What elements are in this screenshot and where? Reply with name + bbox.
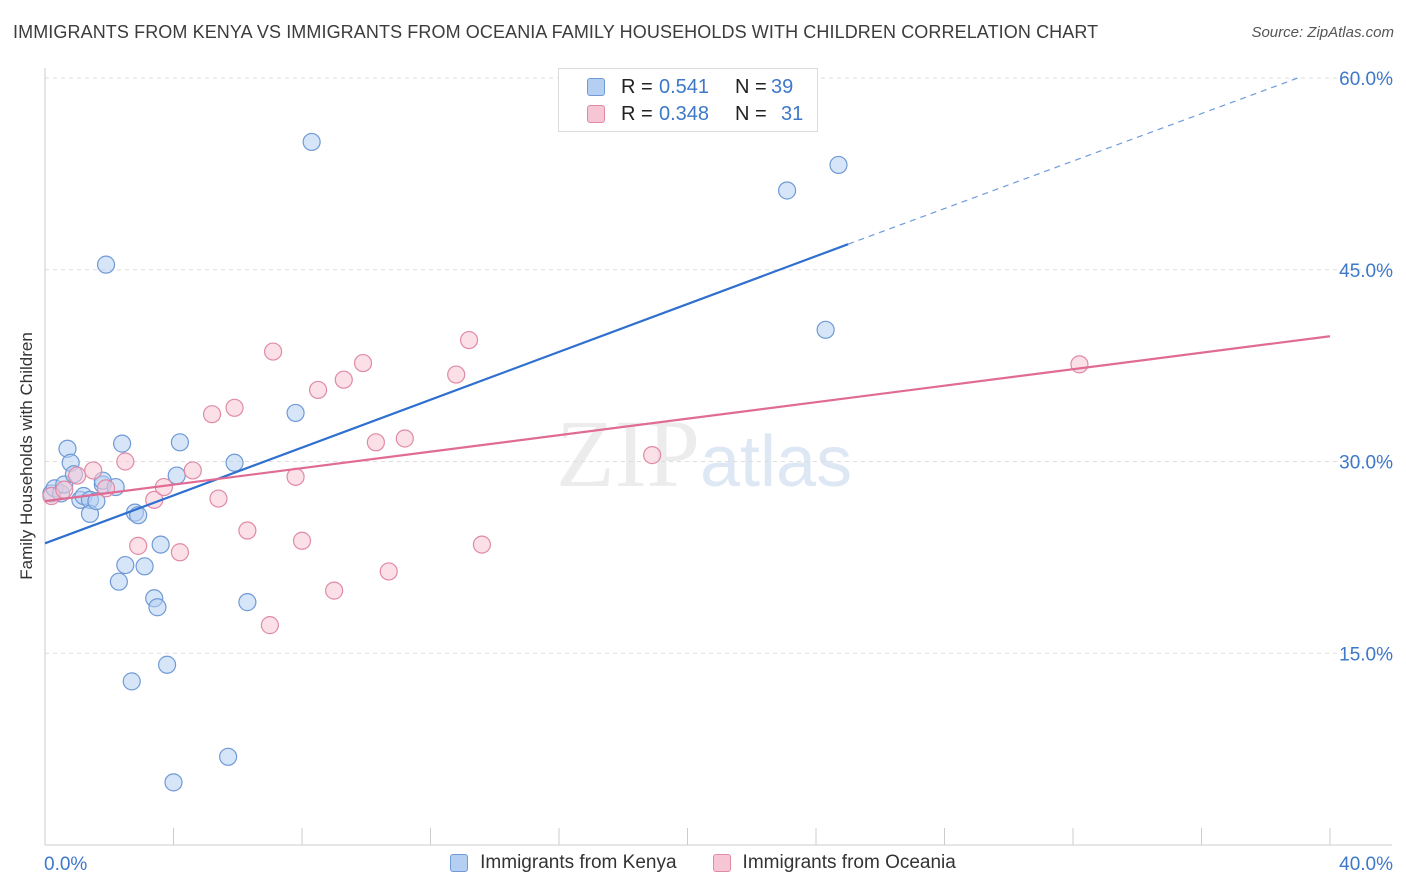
- x-tick-label-min: 0.0%: [44, 854, 87, 875]
- oceania-trend-line: [44, 335, 1331, 503]
- y-tick-label: 30.0%: [1339, 453, 1393, 474]
- oceania-point: [225, 398, 244, 417]
- legend-item-kenya: Immigrants from Kenya: [450, 852, 677, 874]
- kenya-point: [87, 492, 106, 511]
- legend-item-oceania: Immigrants from Oceania: [712, 852, 956, 874]
- kenya-point: [109, 572, 128, 591]
- oceania-point: [260, 616, 279, 635]
- kenya-point: [157, 655, 177, 674]
- data-points: [42, 132, 1089, 792]
- oceania-point: [68, 466, 87, 485]
- kenya-swatch: [587, 78, 605, 96]
- oceania-point: [209, 489, 228, 508]
- kenya-point: [302, 132, 321, 152]
- x-tick-label-max: 40.0%: [1339, 854, 1393, 875]
- oceania-point: [643, 446, 662, 465]
- oceania-point: [238, 521, 257, 540]
- oceania-point: [459, 330, 479, 350]
- kenya-point: [164, 773, 183, 792]
- legend-label-kenya: Immigrants from Kenya: [480, 852, 677, 873]
- kenya-trend-extension: [847, 77, 1299, 245]
- kenya-point: [219, 747, 238, 766]
- oceania-point: [395, 429, 414, 448]
- kenya-n-label: N =: [735, 75, 767, 98]
- oceania-point: [334, 370, 353, 389]
- oceania-point: [353, 353, 373, 373]
- legend-swatch-oceania: [712, 854, 731, 872]
- oceania-point: [116, 452, 135, 471]
- trend-lines: [44, 77, 1331, 545]
- kenya-point: [135, 557, 154, 576]
- gridlines: [45, 77, 1392, 654]
- legend-row-kenya: R = 0.541 N = 39: [587, 75, 793, 99]
- kenya-point: [829, 155, 848, 175]
- kenya-point: [170, 433, 190, 452]
- kenya-point: [225, 453, 244, 472]
- oceania-point: [55, 480, 74, 499]
- oceania-point: [202, 405, 222, 424]
- tick-labels: 15.0% 30.0% 45.0% 60.0% 0.0% 40.0%: [44, 69, 1393, 875]
- oceania-point: [379, 562, 398, 581]
- y-tick-label: 45.0%: [1339, 261, 1393, 282]
- kenya-point: [151, 535, 170, 554]
- oceania-point: [447, 365, 466, 384]
- source-label: Source: ZipAtlas.com: [1251, 24, 1394, 41]
- legend-label-oceania: Immigrants from Oceania: [742, 852, 956, 873]
- oceania-point: [129, 536, 148, 555]
- oceania-point: [1070, 355, 1089, 374]
- axes: [44, 68, 1392, 846]
- series-legend: Immigrants from Kenya Immigrants from Oc…: [0, 852, 1406, 874]
- zipatlas-watermark: ZIPatlas: [556, 398, 852, 509]
- y-tick-label: 60.0%: [1339, 69, 1393, 90]
- y-tick-label: 15.0%: [1339, 644, 1393, 665]
- kenya-point: [112, 434, 132, 453]
- oceania-point: [366, 433, 385, 452]
- oceania-r-label: R =: [621, 102, 653, 125]
- oceania-point: [472, 535, 491, 554]
- stats-legend: R = 0.541 N = 39 R = 0.348 N = 31: [558, 68, 818, 132]
- kenya-r-value: 0.541: [659, 75, 710, 98]
- kenya-trend-line: [44, 243, 849, 545]
- oceania-point: [183, 461, 202, 480]
- oceania-point: [325, 581, 344, 600]
- oceania-n-value: 31: [781, 102, 804, 125]
- legend-row-oceania: R = 0.348 N = 31: [587, 102, 803, 126]
- kenya-n-value: 39: [771, 75, 794, 98]
- oceania-point: [170, 543, 190, 562]
- kenya-point: [116, 555, 135, 575]
- kenya-point: [122, 672, 141, 691]
- kenya-point: [96, 255, 116, 274]
- kenya-point: [816, 320, 835, 339]
- oceania-point: [286, 467, 305, 486]
- oceania-r-value: 0.348: [659, 102, 710, 125]
- oceania-point: [308, 380, 328, 400]
- chart-title: IMMIGRANTS FROM KENYA VS IMMIGRANTS FROM…: [13, 22, 1099, 42]
- oceania-n-label: N =: [735, 102, 767, 125]
- oceania-point: [292, 531, 312, 550]
- kenya-r-label: R =: [621, 75, 653, 98]
- oceania-swatch: [587, 105, 605, 123]
- watermark-zip: ZIP: [556, 400, 700, 507]
- kenya-point: [777, 181, 797, 200]
- oceania-point: [263, 342, 283, 361]
- kenya-point: [148, 598, 167, 617]
- oceania-point: [84, 461, 103, 480]
- legend-swatch-kenya: [450, 854, 469, 872]
- kenya-point: [238, 593, 257, 612]
- kenya-point: [286, 403, 305, 423]
